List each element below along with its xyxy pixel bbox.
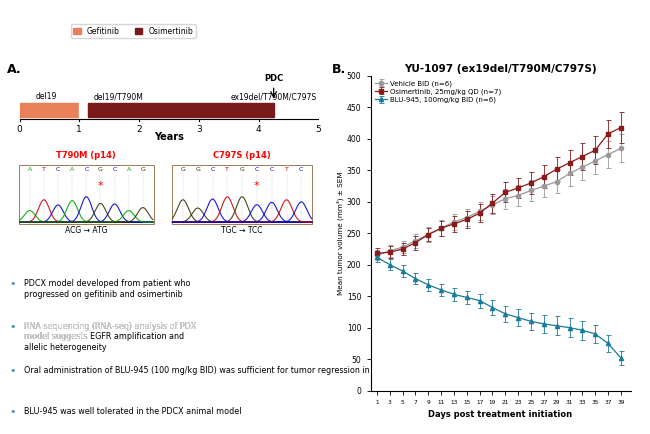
Text: PDCX model developed from patient who
progressed on gefitinib and osimertinib: PDCX model developed from patient who pr… [24,279,190,299]
Text: Years: Years [154,132,184,141]
Text: RNA sequencing (RNA-seq) analysis of PDX
model suggests: RNA sequencing (RNA-seq) analysis of PDX… [24,322,196,342]
Text: C: C [112,167,117,172]
Text: •: • [10,279,16,289]
Text: 4: 4 [256,125,261,135]
Text: ACG → ATG: ACG → ATG [65,226,107,235]
Text: C: C [84,167,88,172]
Text: G: G [181,167,185,172]
Bar [88,103,274,117]
Text: C: C [299,167,304,172]
Text: Figure 4: In an (A) osimertinib-resistant EFGR ex19del/T790M/C797S patient-deriv: Figure 4: In an (A) osimertinib-resistan… [6,16,478,37]
Text: *: * [98,181,103,191]
Text: T: T [285,167,289,172]
Text: C: C [211,167,214,172]
Text: C: C [270,167,274,172]
Text: RNA sequencing (RNA-seq) analysis of PDX
model suggests EGFR amplification and
a: RNA sequencing (RNA-seq) analysis of PDX… [24,322,196,352]
X-axis label: Days post treatment initiation: Days post treatment initiation [428,410,573,419]
Text: 3: 3 [196,125,202,135]
Text: G: G [240,167,244,172]
Text: C: C [56,167,60,172]
Text: G: G [195,167,200,172]
Text: 1: 1 [77,125,82,135]
Text: A: A [70,167,74,172]
Text: *: * [254,181,260,191]
Text: 2: 2 [136,125,142,135]
Bar [20,103,79,117]
Text: Oral administration of BLU-945 (100 mg/kg BID) was sufficient for tumor regressi: Oral administration of BLU-945 (100 mg/k… [24,366,439,375]
Text: del19: del19 [36,92,57,102]
Text: •: • [10,322,16,332]
Text: A.: A. [6,63,21,76]
Text: T: T [226,167,229,172]
Text: 5: 5 [316,125,321,135]
Text: A: A [27,167,32,172]
Text: T790M (p14): T790M (p14) [57,151,116,160]
Text: C: C [255,167,259,172]
Text: G: G [98,167,103,172]
Text: B.: B. [332,63,346,76]
Text: •: • [10,366,16,376]
Text: TGC → TCC: TGC → TCC [222,226,263,235]
Legend: Gefitinib, Osimertinib: Gefitinib, Osimertinib [71,24,196,38]
Text: ex19del/T790M/C797S: ex19del/T790M/C797S [231,92,317,102]
Text: G: G [140,167,146,172]
FancyBboxPatch shape [19,165,153,224]
Text: 0: 0 [17,125,22,135]
Bar [79,103,88,117]
Text: del19/T790M: del19/T790M [93,92,143,102]
FancyBboxPatch shape [172,165,313,224]
Text: BLU-945 was well tolerated in the PDCX animal model: BLU-945 was well tolerated in the PDCX a… [24,408,242,417]
Text: C797S (p14): C797S (p14) [213,151,271,160]
Text: •: • [10,408,16,418]
Y-axis label: Mean tumor volume (mm³) ± SEM: Mean tumor volume (mm³) ± SEM [337,171,344,295]
Legend: Vehicle BID (n=6), Osimertinib, 25mg/kg QD (n=7), BLU-945, 100mg/kg BID (n=6): Vehicle BID (n=6), Osimertinib, 25mg/kg … [374,79,502,104]
Text: T: T [42,167,46,172]
Title: YU-1097 (ex19del/T790M/C797S): YU-1097 (ex19del/T790M/C797S) [404,64,597,74]
Text: PDC: PDC [264,74,283,82]
Text: A: A [127,167,131,172]
